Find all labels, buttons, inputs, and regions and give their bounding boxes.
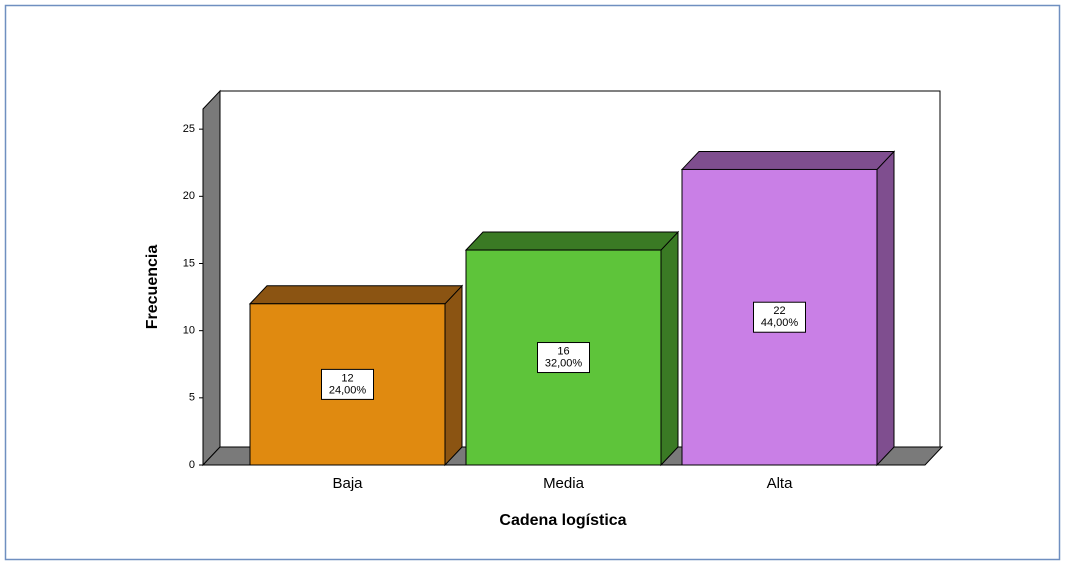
value-label-box [537, 342, 590, 374]
bar-side [660, 230, 679, 467]
bar-top [464, 231, 680, 251]
y-tick-label: 20 [183, 190, 195, 202]
x-tick-label: Media [543, 475, 585, 492]
value-label: 22 [773, 305, 785, 317]
y-tick-label: 0 [189, 459, 195, 471]
y-axis-label: Frecuencia [144, 245, 161, 330]
bar-side [444, 284, 463, 467]
bar-side [876, 150, 895, 467]
value-label-box [753, 301, 806, 333]
percent-label: 24,00% [329, 384, 367, 396]
x-tick-label: Alta [767, 475, 794, 492]
y-tick-label: 25 [183, 123, 195, 135]
y-tick-label: 5 [189, 392, 195, 404]
side-wall [202, 89, 221, 467]
value-label-box [321, 368, 374, 400]
percent-label: 44,00% [761, 317, 799, 329]
percent-label: 32,00% [545, 357, 583, 369]
value-label: 12 [341, 372, 353, 384]
bar-top [248, 285, 464, 305]
y-tick-label: 10 [183, 325, 195, 337]
value-label: 16 [557, 345, 569, 357]
bar-top [680, 150, 896, 170]
x-tick-label: Baja [332, 475, 363, 492]
x-axis-label: Cadena logística [499, 512, 626, 529]
y-tick-label: 15 [183, 257, 195, 269]
